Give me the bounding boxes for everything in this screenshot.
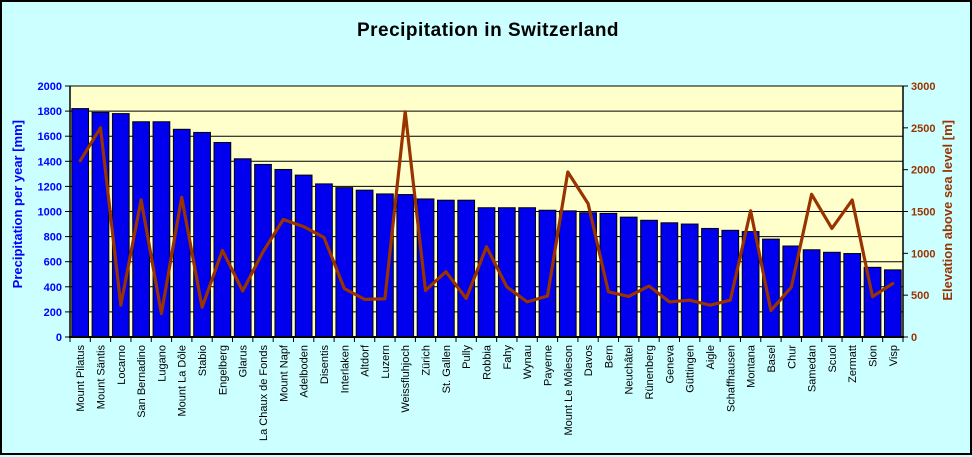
bar-Geneva xyxy=(660,222,679,338)
category-label: San Bernadino xyxy=(136,345,148,418)
left-axis-tick-label: 0 xyxy=(56,332,62,344)
left-axis-tick-label: 400 xyxy=(44,282,62,294)
bar-St. Gallen xyxy=(437,199,455,338)
bar-Sion xyxy=(863,266,882,338)
right-axis-tick-label: 500 xyxy=(911,290,929,302)
right-axis-tick-label: 1000 xyxy=(911,248,935,260)
bar-Neuchâtel xyxy=(619,216,638,338)
left-axis-tick-label: 600 xyxy=(44,257,62,269)
bar-Disentis xyxy=(315,183,333,338)
right-axis-tick-label: 1500 xyxy=(911,207,935,219)
category-label: Fahy xyxy=(502,345,514,370)
bar-Samedan xyxy=(802,249,821,338)
category-label: Montana xyxy=(746,344,758,388)
left-axis-tick-label: 1600 xyxy=(38,131,62,143)
category-label: Scuol xyxy=(827,345,839,373)
right-axis-tick-label: 2000 xyxy=(911,165,935,177)
category-label: Samedan xyxy=(807,345,819,392)
bar-Bern xyxy=(599,212,618,338)
category-label: Bern xyxy=(603,345,615,368)
bar-Zermatt xyxy=(843,253,862,338)
bar-Visp xyxy=(883,269,902,338)
category-label: Neuchâtel xyxy=(624,345,636,395)
left-axis-tick-label: 200 xyxy=(44,307,62,319)
bar-Weissfluhjoch xyxy=(396,194,415,338)
left-axis-tick-label: 1000 xyxy=(38,207,62,219)
category-label: Sion xyxy=(868,345,880,367)
elevation-line xyxy=(78,110,895,316)
category-label: Glarus xyxy=(238,345,250,378)
category-label: Interlaken xyxy=(339,345,351,393)
category-label: Engelberg xyxy=(217,345,229,395)
category-label: Payerne xyxy=(543,345,555,386)
category-label: Wynau xyxy=(522,345,534,379)
category-label: Rünenberg xyxy=(644,345,656,399)
category-label: Mount Napf xyxy=(278,344,290,402)
category-label: Locarno xyxy=(116,345,128,385)
category-label: St. Gallen xyxy=(441,345,453,393)
bar-Mount Säntis xyxy=(91,111,110,338)
category-label: Schaffhausen xyxy=(725,345,737,412)
bar-Mount Pilatus xyxy=(71,108,90,338)
bar-Engelberg xyxy=(213,141,232,338)
left-axis-tick-label: 1800 xyxy=(38,106,62,118)
category-label: Zürich xyxy=(421,345,433,376)
category-label: La Chaux de Fonds xyxy=(258,345,270,442)
bar-Adelboden xyxy=(294,174,313,338)
bar-Aigle xyxy=(701,227,719,338)
bar-Luzern xyxy=(376,193,394,338)
bar-Güttingen xyxy=(680,223,699,338)
category-label: Pully xyxy=(461,345,473,369)
category-label: Stabio xyxy=(197,345,209,376)
category-label: Visp xyxy=(888,345,900,366)
chart-title: Precipitation in Switzerland xyxy=(356,20,620,41)
bar-Mount Le Môleson xyxy=(558,210,577,338)
category-label: Weissfluhjoch xyxy=(400,345,412,413)
bar-Schaffhausen xyxy=(721,229,740,338)
bar-Glarus xyxy=(233,158,252,338)
right-axis-tick-label: 3000 xyxy=(911,81,935,93)
category-label: Chur xyxy=(786,345,798,369)
left-axis-tick-label: 2000 xyxy=(38,81,62,93)
category-label: Disentis xyxy=(319,345,331,385)
category-label: Mount Le Môleson xyxy=(563,345,575,436)
bar-Zürich xyxy=(416,198,435,338)
left-axis-tick-label: 1200 xyxy=(38,181,62,193)
bar-Wynau xyxy=(518,207,536,338)
bar-Interlaken xyxy=(335,187,354,338)
category-label: Davos xyxy=(583,345,595,377)
bar-Rünenberg xyxy=(640,219,658,338)
category-label: Mount Pilatus xyxy=(75,345,87,412)
bar-Mount Napf xyxy=(274,168,293,338)
category-label: Basel xyxy=(766,345,778,373)
bar-Scuol xyxy=(823,251,841,338)
bar-Pully xyxy=(457,199,476,338)
category-label: Mount Säntis xyxy=(96,345,108,410)
category-label: Aigle xyxy=(705,345,717,369)
category-label: Lugano xyxy=(156,345,168,382)
category-label: Güttingen xyxy=(685,345,697,393)
category-label: Luzern xyxy=(380,345,392,379)
category-label: Altdorf xyxy=(360,344,372,377)
left-axis-tick-label: 800 xyxy=(44,232,62,244)
right-axis-tick-label: 0 xyxy=(911,332,917,344)
right-axis-tick-label: 2500 xyxy=(911,123,935,135)
bar-Altdorf xyxy=(355,189,374,338)
category-label: Geneva xyxy=(664,344,676,383)
category-label: Adelboden xyxy=(299,345,311,398)
left-axis-tick-label: 1400 xyxy=(38,156,62,168)
bar-Robbia xyxy=(477,207,496,338)
category-label: Zermatt xyxy=(847,345,859,383)
category-label: Robbia xyxy=(482,344,494,380)
category-label: Mount La Dôle xyxy=(177,345,189,417)
bar-Payerne xyxy=(538,209,557,338)
